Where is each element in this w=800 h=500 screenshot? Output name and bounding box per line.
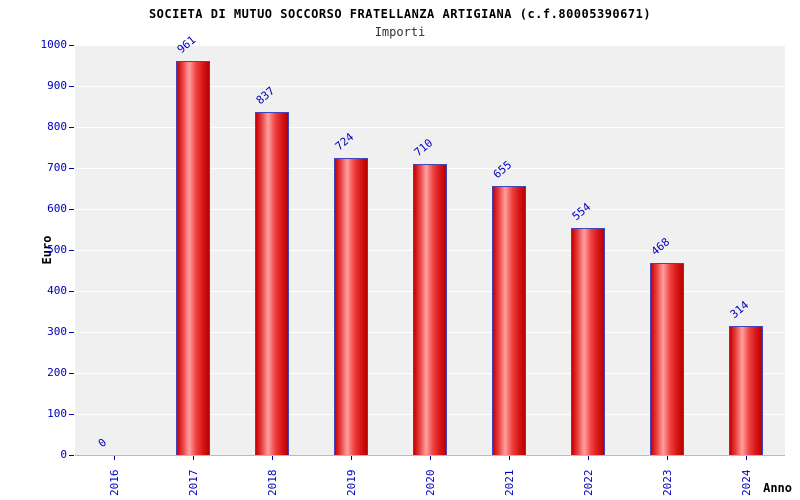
- x-tick-mark: [666, 456, 668, 460]
- bar: [570, 227, 605, 455]
- y-tick-label: 600: [47, 202, 67, 215]
- y-tick-label: 200: [47, 366, 67, 379]
- y-tick-label: 300: [47, 325, 67, 338]
- y-axis-label: Euro: [40, 235, 54, 265]
- bar-value-label: 554: [569, 200, 593, 223]
- bar: [491, 186, 526, 455]
- grid-line: [75, 44, 785, 46]
- bar: [176, 61, 211, 455]
- y-tick-mark: [69, 86, 74, 87]
- chart-subtitle: Importi: [374, 25, 426, 39]
- y-tick-mark: [69, 332, 74, 333]
- x-tick-label: 2021: [502, 469, 516, 497]
- y-tick-mark: [69, 291, 74, 292]
- bar: [728, 326, 763, 455]
- y-tick-label: 1000: [40, 38, 68, 51]
- x-tick-mark: [351, 456, 353, 460]
- x-tick-mark: [587, 456, 589, 460]
- x-tick-label: 2018: [266, 469, 280, 497]
- y-tick-label: 100: [47, 407, 67, 420]
- x-tick-mark: [430, 456, 431, 460]
- plot-area: 0 961 837 724 710 655 554 468 314: [75, 33, 785, 456]
- x-tick-label: 2024: [739, 469, 753, 497]
- x-tick-label: 2017: [187, 469, 201, 497]
- x-tick-label: 2020: [424, 469, 437, 497]
- y-tick-mark: [69, 414, 74, 415]
- bar-value-label: 724: [332, 130, 357, 154]
- y-tick-mark: [69, 168, 74, 169]
- x-tick-mark: [272, 456, 274, 460]
- y-tick-mark: [69, 455, 74, 456]
- bar-value-label: 710: [411, 136, 436, 159]
- bar-value-label: 314: [727, 298, 751, 322]
- x-axis-label: Anno: [763, 481, 792, 495]
- bar-value-label: 655: [490, 158, 515, 182]
- x-tick-mark: [745, 456, 747, 460]
- y-tick-mark: [69, 127, 74, 128]
- x-tick-label: 2016: [108, 469, 122, 497]
- y-tick-mark: [69, 250, 74, 251]
- y-tick-label: 900: [47, 79, 67, 92]
- bar: [649, 263, 684, 455]
- bar: [255, 111, 290, 455]
- y-tick-label: 800: [47, 120, 67, 133]
- bar-value-label: 0: [96, 435, 110, 450]
- x-tick-mark: [193, 456, 195, 460]
- y-tick-mark: [69, 373, 74, 374]
- y-tick-label: 400: [47, 284, 67, 297]
- y-tick-mark: [69, 45, 74, 46]
- bar: [413, 163, 447, 455]
- grid-line: [75, 85, 785, 87]
- bar-value-label: 837: [253, 84, 278, 107]
- x-tick-label: 2023: [660, 469, 674, 497]
- y-tick-mark: [69, 209, 74, 210]
- x-tick-label: 2022: [581, 469, 595, 497]
- x-tick-label: 2019: [345, 469, 359, 497]
- x-tick-mark: [508, 456, 510, 460]
- y-tick-label: 0: [60, 448, 67, 461]
- grid-line: [75, 126, 785, 128]
- y-tick-label: 700: [47, 161, 67, 174]
- x-tick-mark: [114, 456, 116, 460]
- bar: [334, 158, 369, 455]
- chart-title: SOCIETA DI MUTUO SOCCORSO FRATELLANZA AR…: [148, 7, 652, 21]
- bar-value-label: 468: [648, 235, 672, 259]
